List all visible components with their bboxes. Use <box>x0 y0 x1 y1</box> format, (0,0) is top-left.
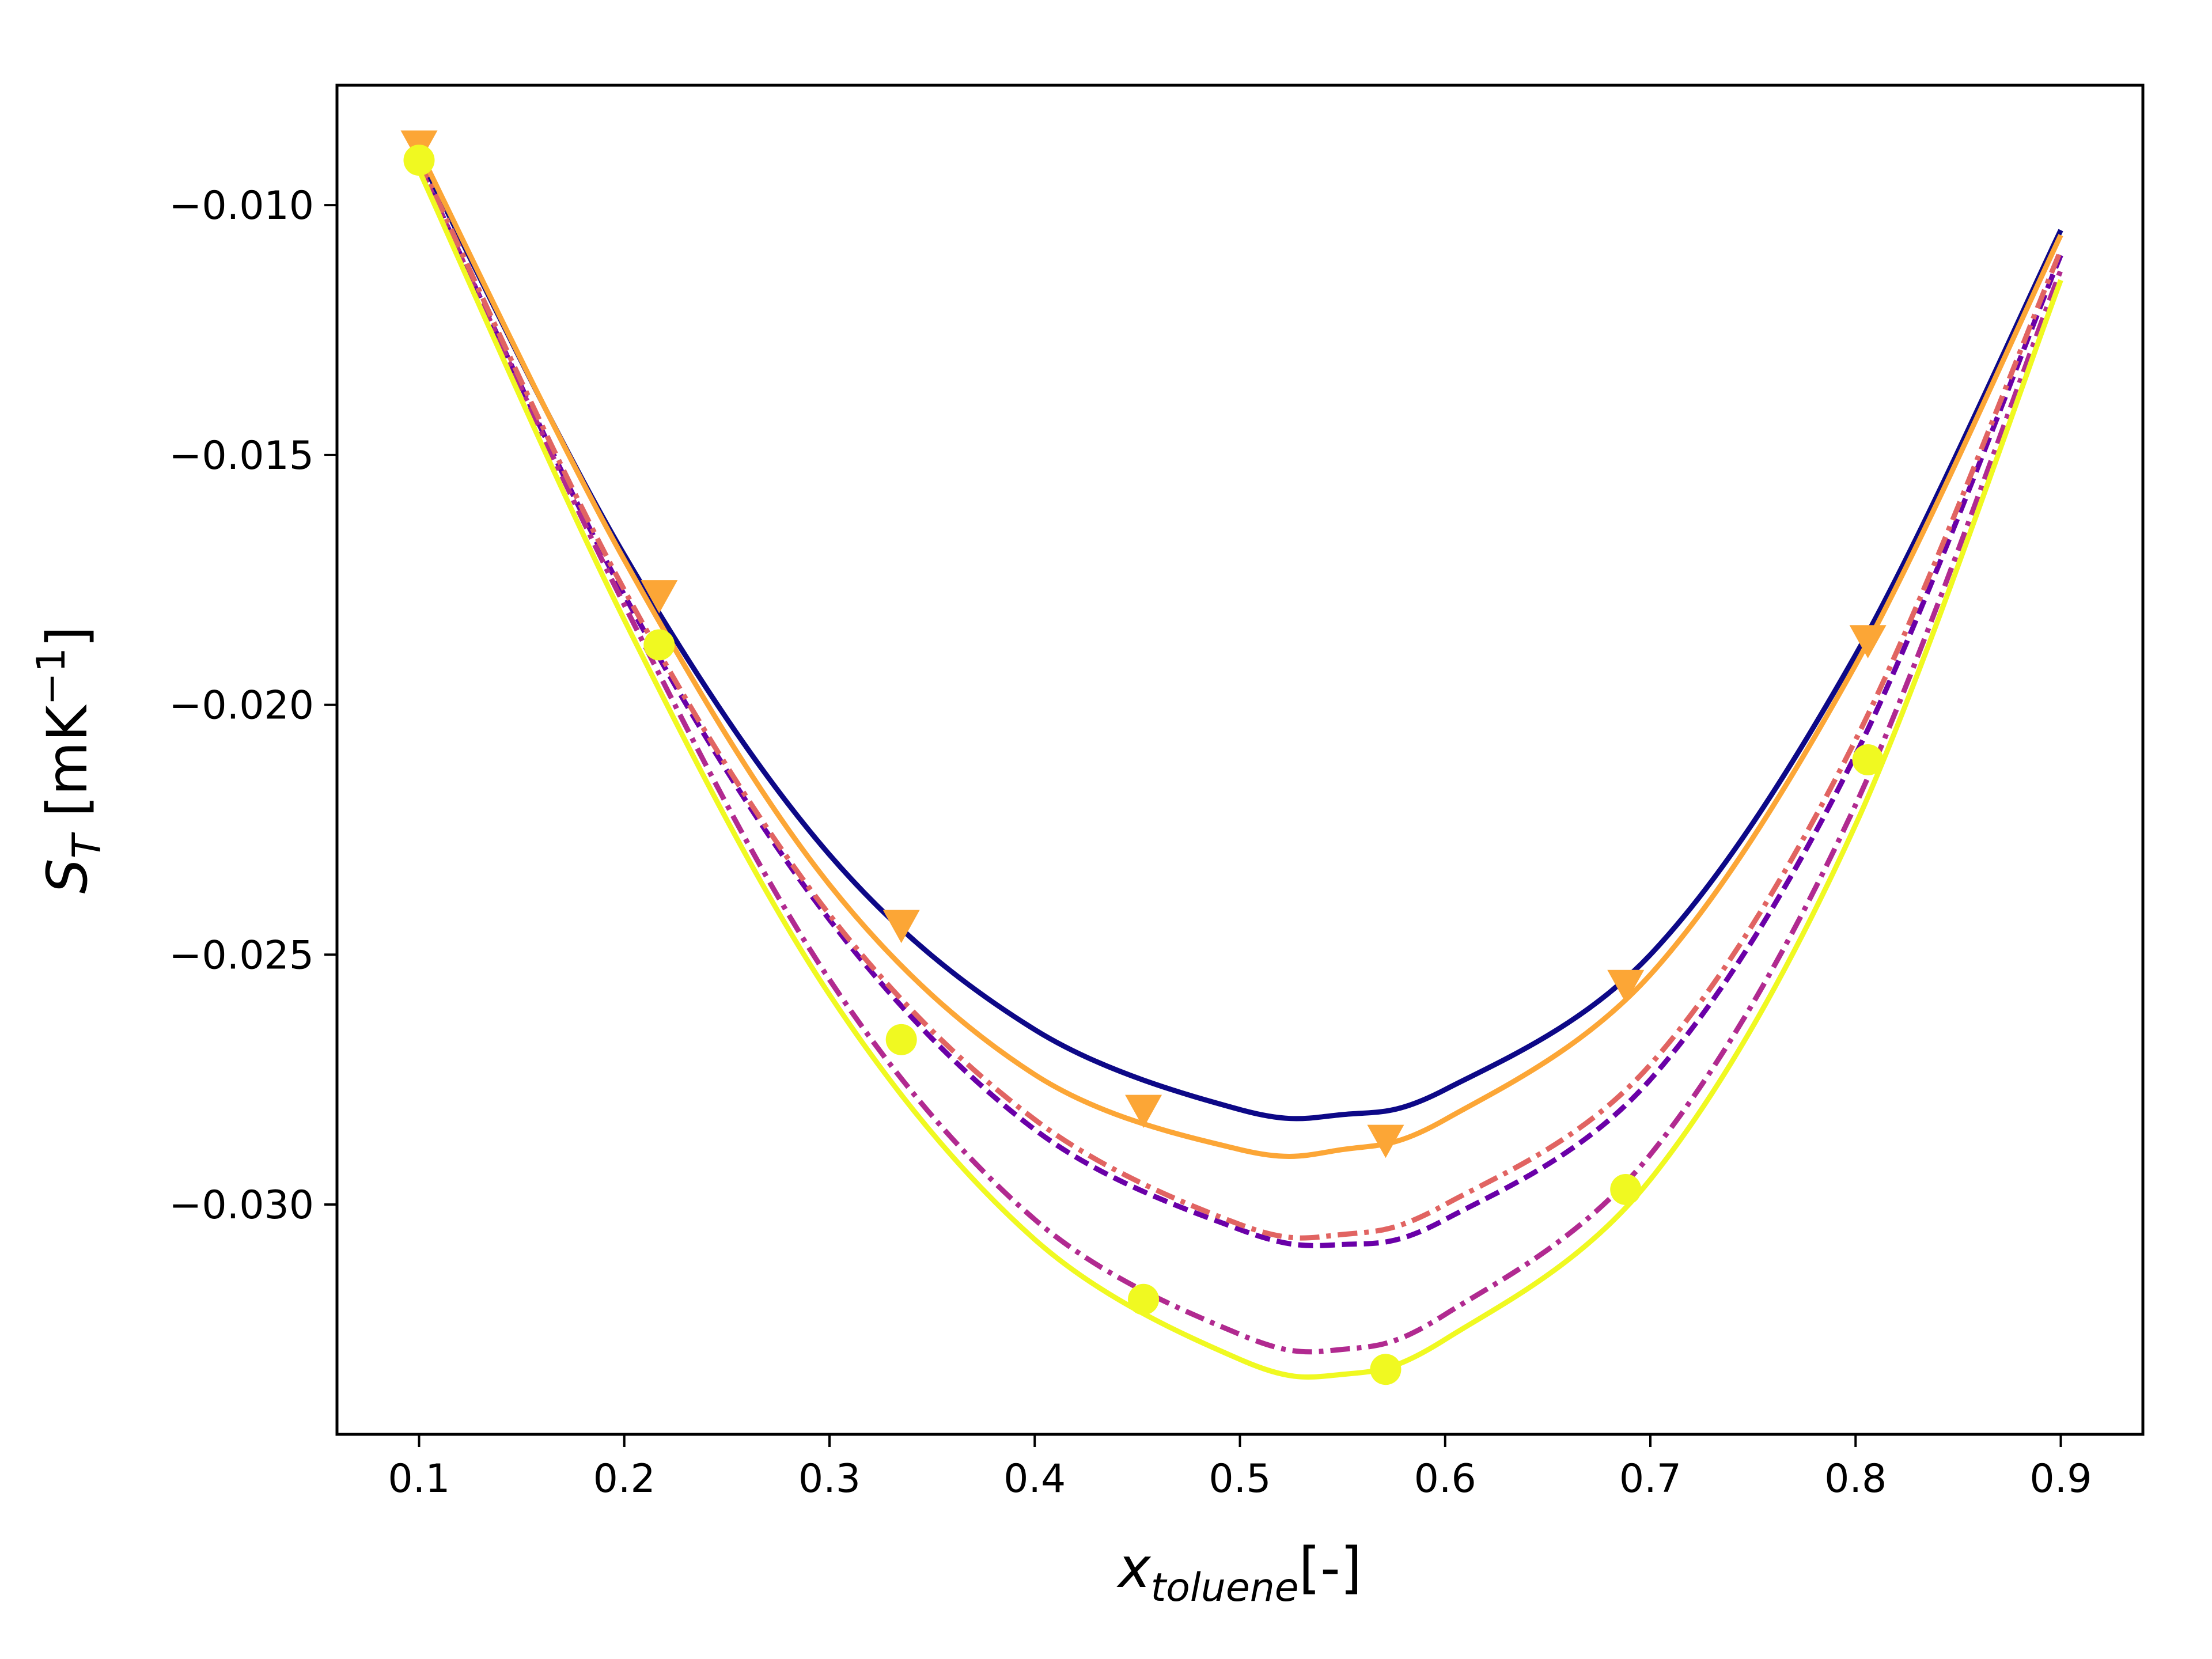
series-marker-4 <box>1125 1094 1162 1128</box>
series-line-2 <box>416 164 2063 1355</box>
series-marker-5 <box>885 1024 917 1055</box>
series-marker-5 <box>1610 1173 1642 1205</box>
x-tick-label: 0.8 <box>1824 1456 1887 1502</box>
series-marker-5 <box>403 145 435 176</box>
y-axis-title-main: S <box>35 858 100 893</box>
x-tick-label: 0.5 <box>1209 1456 1271 1502</box>
x-tick-label: 0.4 <box>1003 1456 1066 1502</box>
x-axis-title: xtoluene[-] <box>1116 1536 1362 1611</box>
y-tick-label: −0.030 <box>169 1183 314 1228</box>
series-marker-5 <box>1370 1354 1402 1385</box>
x-axis-title-sub: toluene <box>1151 1565 1299 1611</box>
y-axis-title-sup: −1 <box>29 647 74 705</box>
series-line-1 <box>416 164 2063 1248</box>
x-tick-label: 0.7 <box>1619 1456 1681 1502</box>
series-marker-5 <box>643 629 675 661</box>
x-tick-label: 0.2 <box>593 1456 656 1502</box>
y-axis-title-sub: T <box>65 832 110 858</box>
x-tick-label: 0.3 <box>798 1456 861 1502</box>
y-axis-title-suffix: [mK <box>35 704 100 834</box>
y-axis-title-close: ] <box>35 626 100 647</box>
y-axis: −0.010 −0.015 −0.020 −0.025 −0.030 <box>169 183 337 1228</box>
x-axis-title-suffix: [-] <box>1299 1536 1362 1600</box>
y-tick-label: −0.025 <box>169 933 314 978</box>
series-layer <box>400 130 2063 1385</box>
x-tick-label: 0.6 <box>1414 1456 1476 1502</box>
series-marker-4 <box>1367 1124 1404 1158</box>
y-tick-label: −0.015 <box>169 433 314 479</box>
x-tick-label: 0.1 <box>388 1456 450 1502</box>
series-marker-4 <box>882 910 920 944</box>
series-line-0 <box>416 154 2063 1122</box>
x-axis-title-main: x <box>1116 1536 1152 1600</box>
series-line-4 <box>416 149 2063 1159</box>
series-marker-4 <box>1849 625 1887 658</box>
x-axis: 0.1 0.2 0.3 0.4 0.5 0.6 0.7 0.8 0.9 <box>388 1434 2092 1502</box>
y-tick-label: −0.020 <box>169 683 314 729</box>
series-marker-4 <box>641 580 678 613</box>
x-tick-label: 0.9 <box>2029 1456 2092 1502</box>
series-marker-4 <box>1607 969 1645 1003</box>
series-marker-5 <box>1128 1283 1160 1315</box>
series-line-5 <box>416 169 2063 1380</box>
series-marker-5 <box>1852 744 1884 775</box>
y-axis-title: ST [mK−1] <box>29 626 110 894</box>
y-tick-label: −0.010 <box>169 183 314 229</box>
series-line-3 <box>416 159 2063 1241</box>
